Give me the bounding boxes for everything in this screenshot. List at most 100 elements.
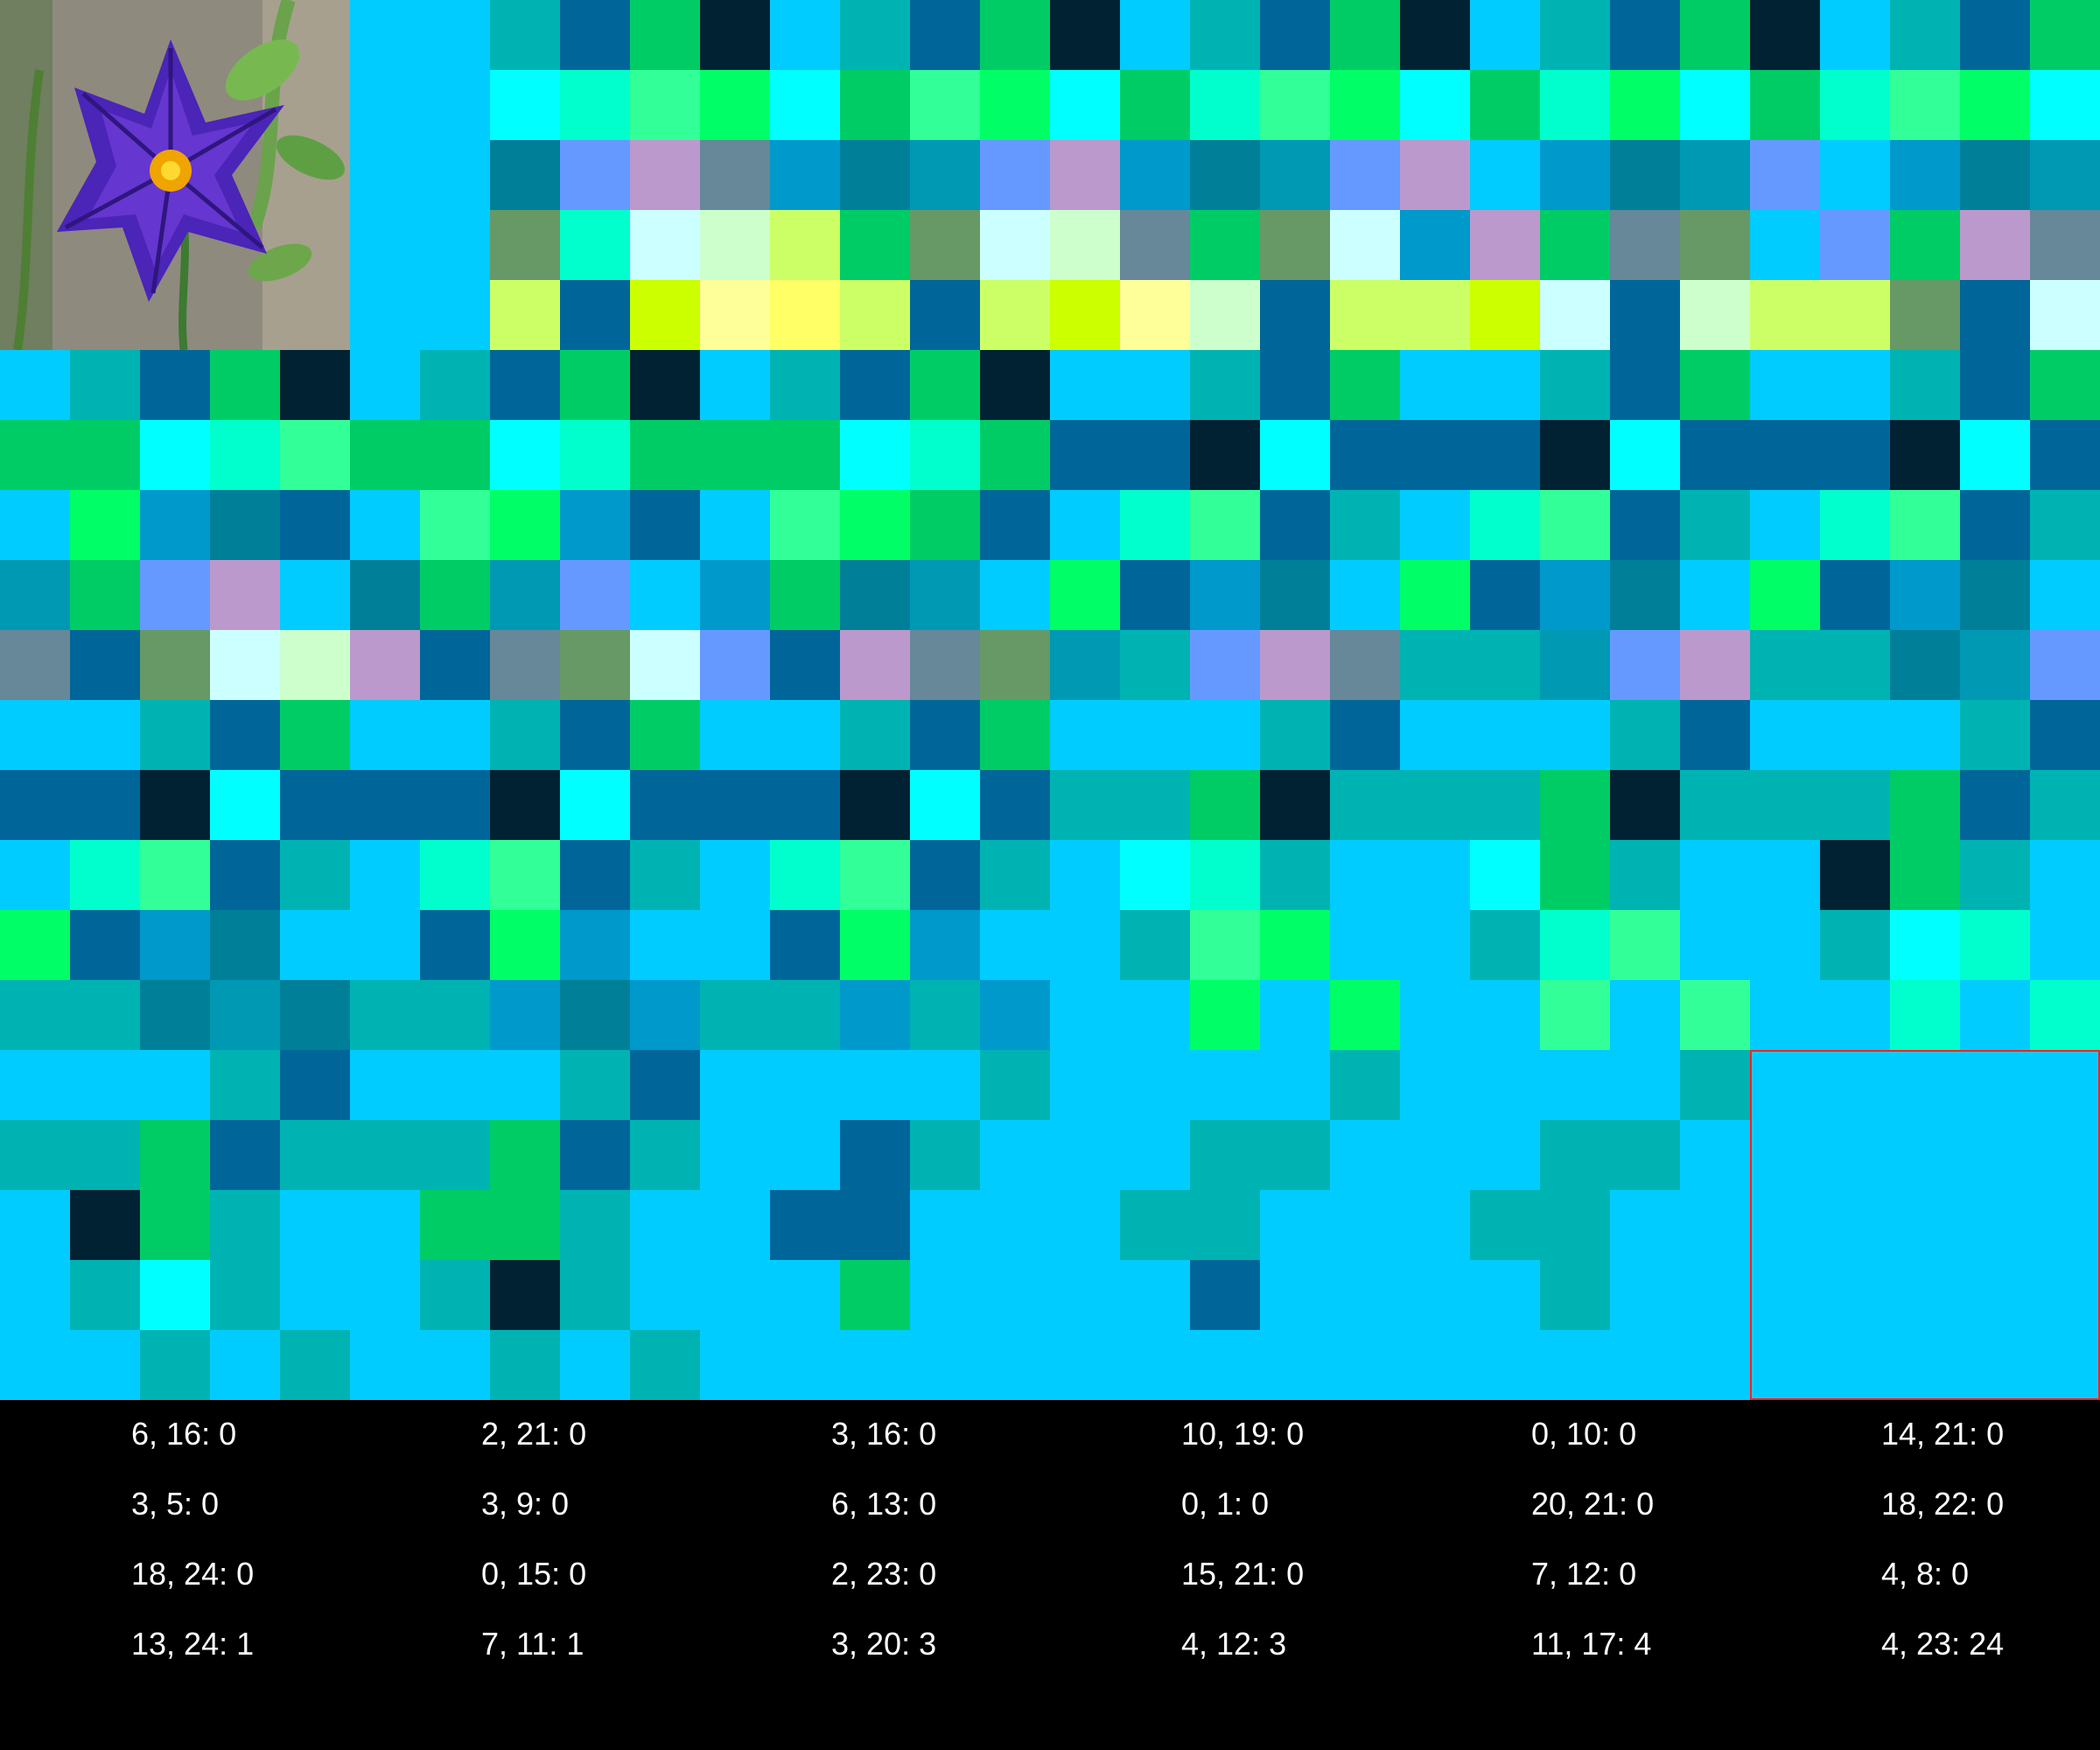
mosaic-cell[interactable] [1260,350,1330,420]
mosaic-cell[interactable] [1120,1330,1190,1400]
mosaic-cell[interactable] [980,1330,1050,1400]
mosaic-cell[interactable] [1470,210,1540,280]
mosaic-cell[interactable] [630,210,700,280]
mosaic-cell[interactable] [560,70,630,140]
mosaic-cell[interactable] [700,280,770,350]
mosaic-cell[interactable] [1400,490,1470,560]
mosaic-cell[interactable] [1470,1190,1540,1260]
mosaic-cell[interactable] [280,490,350,560]
mosaic-cell[interactable] [140,910,210,980]
mosaic-cell[interactable] [1050,490,1120,560]
mosaic-cell[interactable] [1260,560,1330,630]
mosaic-cell[interactable] [1610,700,1680,770]
mosaic-cell[interactable] [1120,840,1190,910]
mosaic-cell[interactable] [1680,560,1750,630]
mosaic-cell[interactable] [700,980,770,1050]
mosaic-cell[interactable] [980,280,1050,350]
mosaic-cell[interactable] [1540,630,1610,700]
mosaic-cell[interactable] [1330,1050,1400,1120]
mosaic-cell[interactable] [70,1330,140,1400]
mosaic-cell[interactable] [1190,420,1260,490]
mosaic-cell[interactable] [630,280,700,350]
mosaic-cell[interactable] [70,840,140,910]
mosaic-cell[interactable] [420,350,490,420]
mosaic-cell[interactable] [560,630,630,700]
mosaic-cell[interactable] [1330,910,1400,980]
mosaic-cell[interactable] [140,840,210,910]
mosaic-cell[interactable] [1750,1050,1820,1120]
mosaic-cell[interactable] [1820,0,1890,70]
mosaic-cell[interactable] [630,840,700,910]
mosaic-cell[interactable] [980,630,1050,700]
mosaic-cell[interactable] [210,770,280,840]
mosaic-cell[interactable] [1330,350,1400,420]
mosaic-cell[interactable] [1820,630,1890,700]
mosaic-cell[interactable] [1400,140,1470,210]
mosaic-cell[interactable] [560,1050,630,1120]
mosaic-cell[interactable] [0,490,70,560]
mosaic-cell[interactable] [1820,840,1890,910]
mosaic-cell[interactable] [1470,70,1540,140]
mosaic-cell[interactable] [910,700,980,770]
mosaic-cell[interactable] [700,1120,770,1190]
mosaic-cell[interactable] [2030,1330,2100,1400]
mosaic-cell[interactable] [1050,140,1120,210]
mosaic-cell[interactable] [980,1260,1050,1330]
mosaic-cell[interactable] [1260,210,1330,280]
mosaic-cell[interactable] [700,0,770,70]
mosaic-cell[interactable] [1960,1120,2030,1190]
mosaic-cell[interactable] [0,910,70,980]
mosaic-cell[interactable] [0,1120,70,1190]
mosaic-cell[interactable] [70,420,140,490]
mosaic-cell[interactable] [1120,1260,1190,1330]
mosaic-cell[interactable] [770,1050,840,1120]
mosaic-cell[interactable] [1890,350,1960,420]
mosaic-cell[interactable] [770,1120,840,1190]
mosaic-cell[interactable] [1120,490,1190,560]
mosaic-cell[interactable] [350,1190,420,1260]
mosaic-cell[interactable] [910,980,980,1050]
mosaic-cell[interactable] [2030,280,2100,350]
mosaic-cell[interactable] [490,840,560,910]
mosaic-cell[interactable] [2030,490,2100,560]
mosaic-cell[interactable] [840,980,910,1050]
mosaic-cell[interactable] [1540,420,1610,490]
mosaic-cell[interactable] [1330,700,1400,770]
mosaic-cell[interactable] [1960,490,2030,560]
mosaic-cell[interactable] [700,1330,770,1400]
mosaic-cell[interactable] [910,1330,980,1400]
mosaic-cell[interactable] [1960,910,2030,980]
mosaic-cell[interactable] [1750,1260,1820,1330]
mosaic-cell[interactable] [0,1050,70,1120]
mosaic-cell[interactable] [1190,770,1260,840]
mosaic-cell[interactable] [350,350,420,420]
mosaic-cell[interactable] [420,980,490,1050]
mosaic-cell[interactable] [910,0,980,70]
mosaic-cell[interactable] [280,980,350,1050]
mosaic-cell[interactable] [1190,280,1260,350]
mosaic-cell[interactable] [1050,0,1120,70]
mosaic-cell[interactable] [1890,840,1960,910]
mosaic-cell[interactable] [1260,840,1330,910]
mosaic-cell[interactable] [0,1330,70,1400]
mosaic-cell[interactable] [210,1330,280,1400]
mosaic-cell[interactable] [1330,490,1400,560]
mosaic-cell[interactable] [1050,770,1120,840]
mosaic-cell[interactable] [1120,700,1190,770]
mosaic-cell[interactable] [70,1120,140,1190]
mosaic-cell[interactable] [1750,140,1820,210]
mosaic-cell[interactable] [0,840,70,910]
mosaic-cell[interactable] [1680,980,1750,1050]
mosaic-cell[interactable] [280,420,350,490]
mosaic-cell[interactable] [1120,770,1190,840]
mosaic-cell[interactable] [1470,280,1540,350]
mosaic-cell[interactable] [280,770,350,840]
mosaic-cell[interactable] [1400,1260,1470,1330]
mosaic-cell[interactable] [1190,490,1260,560]
mosaic-cell[interactable] [1610,210,1680,280]
mosaic-cell[interactable] [1050,1120,1120,1190]
mosaic-cell[interactable] [980,560,1050,630]
mosaic-cell[interactable] [1750,700,1820,770]
mosaic-cell[interactable] [2030,350,2100,420]
mosaic-cell[interactable] [1890,910,1960,980]
